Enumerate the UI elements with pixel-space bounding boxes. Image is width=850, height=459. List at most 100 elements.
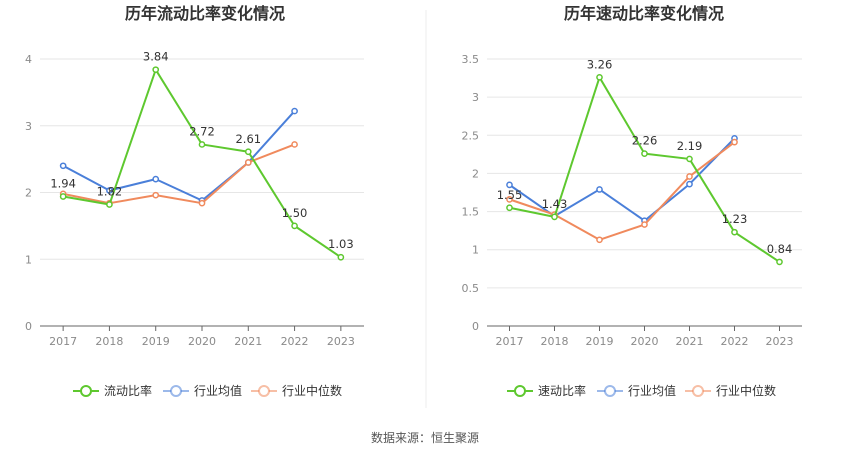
x-tick-label: 2022	[281, 335, 309, 348]
y-tick-label: 2	[472, 167, 479, 180]
data-point-main[interactable]	[731, 228, 738, 236]
y-tick-label: 2.5	[462, 129, 480, 142]
data-label: 3.84	[143, 50, 169, 64]
x-tick-label: 2021	[676, 335, 704, 348]
y-tick-label: 0.5	[462, 282, 480, 295]
data-label: 2.61	[235, 132, 261, 146]
legend-marker-icon	[604, 385, 616, 397]
y-tick-label: 3	[25, 120, 32, 133]
data-point-avg[interactable]	[506, 181, 513, 189]
data-point-main[interactable]	[551, 213, 558, 221]
data-point-main[interactable]	[152, 66, 160, 74]
data-point-avg[interactable]	[686, 180, 693, 188]
data-label: 1.03	[328, 237, 354, 251]
legend-label: 行业中位数	[282, 383, 342, 398]
data-label: 1.94	[50, 177, 76, 191]
x-tick-label: 2020	[188, 335, 216, 348]
data-label: 1.55	[497, 188, 523, 202]
series-line-main	[509, 76, 781, 263]
data-point-median[interactable]	[198, 199, 206, 207]
data-point-main[interactable]	[106, 201, 113, 208]
y-tick-label: 2	[25, 187, 32, 200]
legend-label: 行业均值	[628, 383, 676, 398]
x-tick-label: 2023	[327, 335, 355, 348]
x-tick-label: 2017	[49, 335, 77, 348]
series-line-median	[509, 141, 736, 241]
legend-marker-icon	[170, 385, 182, 397]
data-point-main[interactable]	[59, 193, 67, 200]
data-point-median[interactable]	[506, 196, 513, 203]
y-tick-label: 0	[25, 320, 32, 333]
data-point-median[interactable]	[596, 236, 603, 244]
legend-item-main[interactable]: 流动比率	[73, 383, 152, 398]
y-tick-label: 4	[25, 53, 32, 66]
data-label: 1.43	[542, 197, 568, 211]
data-point-median[interactable]	[291, 141, 298, 148]
series-line-median	[62, 143, 295, 205]
x-tick-label: 2020	[631, 335, 659, 348]
chart-title: 历年速动比率变化情况	[564, 4, 724, 23]
x-tick-label: 2018	[541, 335, 569, 348]
data-point-avg[interactable]	[106, 187, 113, 194]
y-tick-label: 3	[472, 91, 479, 104]
data-point-avg[interactable]	[59, 162, 67, 170]
data-point-main[interactable]	[244, 148, 252, 156]
y-tick-label: 3.5	[462, 53, 480, 66]
legend-marker-icon	[80, 385, 92, 397]
legend-marker-icon	[514, 385, 526, 397]
x-tick-label: 2018	[95, 335, 123, 348]
legend-label: 流动比率	[104, 383, 152, 398]
legend-marker-icon	[692, 385, 704, 397]
data-point-main[interactable]	[506, 204, 513, 212]
y-tick-label: 0	[472, 320, 479, 333]
legend-item-main[interactable]: 速动比率	[507, 383, 586, 398]
x-tick-label: 2021	[234, 335, 262, 348]
data-point-avg[interactable]	[596, 186, 603, 193]
y-tick-label: 1.5	[462, 206, 480, 219]
x-tick-label: 2023	[766, 335, 794, 348]
x-tick-label: 2022	[721, 335, 749, 348]
data-point-avg[interactable]	[291, 107, 298, 115]
x-tick-label: 2019	[586, 335, 614, 348]
data-point-median[interactable]	[686, 173, 693, 180]
data-point-main[interactable]	[686, 155, 693, 163]
data-label: 1.23	[722, 212, 748, 226]
legend-marker-icon	[258, 385, 270, 397]
data-point-median[interactable]	[244, 159, 252, 166]
data-label: 2.19	[677, 139, 703, 153]
data-point-avg[interactable]	[152, 175, 160, 183]
data-point-main[interactable]	[641, 150, 648, 157]
data-label: 0.84	[767, 242, 793, 256]
series-line-avg	[508, 137, 736, 222]
data-point-median[interactable]	[641, 221, 648, 228]
chart-title: 历年流动比率变化情况	[125, 4, 285, 23]
data-label: 1.82	[97, 185, 123, 199]
data-label: 1.50	[282, 206, 308, 220]
series-line-main	[62, 68, 342, 259]
data-point-main[interactable]	[198, 141, 206, 148]
legend-item-median[interactable]: 行业中位数	[685, 383, 776, 398]
legend-item-avg[interactable]: 行业均值	[163, 383, 242, 398]
data-label: 2.72	[189, 124, 215, 138]
legend-item-median[interactable]: 行业中位数	[251, 383, 342, 398]
legend-label: 行业中位数	[716, 383, 776, 398]
y-tick-label: 1	[472, 244, 479, 257]
data-point-main[interactable]	[776, 258, 783, 266]
data-label: 3.26	[587, 57, 613, 71]
x-tick-label: 2017	[496, 335, 524, 348]
data-point-median[interactable]	[731, 138, 738, 146]
data-point-main[interactable]	[337, 253, 345, 261]
data-point-median[interactable]	[152, 191, 160, 199]
series-line-avg	[62, 110, 296, 202]
data-point-main[interactable]	[291, 222, 298, 230]
legend-item-avg[interactable]: 行业均值	[597, 383, 676, 398]
data-point-main[interactable]	[596, 73, 603, 81]
current-ratio-chart: 历年流动比率变化情况 0 1 2 3 4 2017 2018 2019 2020 2021 2022 2…	[25, 4, 364, 398]
data-label: 2.26	[632, 134, 658, 148]
legend-label: 速动比率	[538, 383, 586, 398]
data-source-text: 数据来源：恒生聚源	[371, 430, 479, 445]
legend-label: 行业均值	[194, 383, 242, 398]
quick-ratio-chart: 历年速动比率变化情况 0 0.5 1 1.5 2 2.5 3 3.5 2017 2018 2019 20…	[462, 4, 802, 398]
x-tick-label: 2019	[142, 335, 170, 348]
